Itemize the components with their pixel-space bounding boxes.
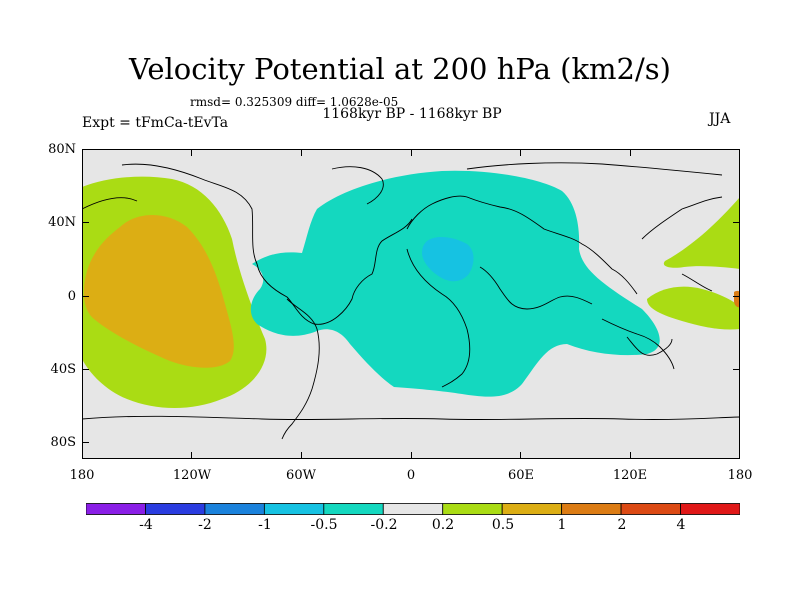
lon-label-120w: 120W [172,468,212,483]
colorbar-cell [561,503,622,515]
lat-label-40n: 40N [48,215,76,230]
lon-label-60w: 60W [286,468,316,483]
pacific-contour-0.5 [83,215,234,368]
lat-label-0: 0 [67,289,76,304]
colorbar-label: 4 [676,517,686,533]
colorbar-cell [204,503,265,515]
lat-label-40s: 40S [50,362,76,377]
time-period-label: 1168kyr BP - 1168kyr BP [322,106,502,122]
colorbar-cell [263,503,325,515]
rmsd-diff-stats: rmsd= 0.325309 diff= 1.0628e-05 [190,95,399,109]
colorbar-label: -0.5 [310,517,338,533]
coastlines [82,162,740,440]
colorbar-label: 2 [617,517,627,533]
colorbar-cell [442,503,503,515]
colorbar-label: -1 [258,517,272,533]
colorbar-label: 0.2 [431,517,455,533]
colorbar-cell [86,503,146,515]
season-label: JJA [709,111,731,127]
colorbar-label: 1 [557,517,567,533]
lon-label-120e: 120E [612,468,648,483]
colorbar-label: -2 [198,517,212,533]
west-pacific-contour-1 [734,290,740,308]
velocity-potential-map [82,149,740,459]
lon-label-0: 0 [406,468,416,483]
colorbar-label: -0.2 [370,517,398,533]
colorbar-cell [145,503,206,515]
lon-label-180e: 180 [727,468,753,483]
colorbar-cell [382,503,444,515]
axis-ticks [82,149,740,459]
colorbar-cell [323,503,384,515]
africa-contour-neg0.2 [250,170,660,397]
colorbar-label: -4 [139,517,153,533]
colorbar-cell [620,503,681,515]
lon-label-180w: 180 [69,468,95,483]
lat-label-80n: 80N [48,142,76,157]
map-title: Velocity Potential at 200 hPa (km2/s) [129,52,671,86]
west-pacific-contour-0.2 [647,286,740,330]
colorbar [86,503,740,515]
colorbar-cell [680,503,740,515]
lat-label-80s: 80S [50,435,76,450]
sahara-contour-neg0.5 [422,237,474,282]
east-asia-contour-0.2 [663,197,740,269]
colorbar-label: 0.5 [491,517,515,533]
colorbar-cell [501,503,563,515]
lon-label-60e: 60E [507,468,535,483]
experiment-label: Expt = tFmCa-tEvTa [82,115,229,131]
